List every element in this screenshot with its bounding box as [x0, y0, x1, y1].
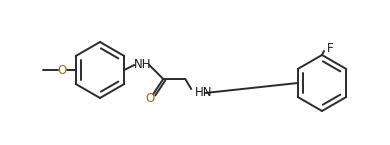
- Text: HN: HN: [195, 87, 213, 99]
- Text: NH: NH: [133, 58, 151, 71]
- Text: O: O: [57, 64, 66, 77]
- Text: F: F: [327, 41, 333, 55]
- Text: O: O: [145, 93, 155, 106]
